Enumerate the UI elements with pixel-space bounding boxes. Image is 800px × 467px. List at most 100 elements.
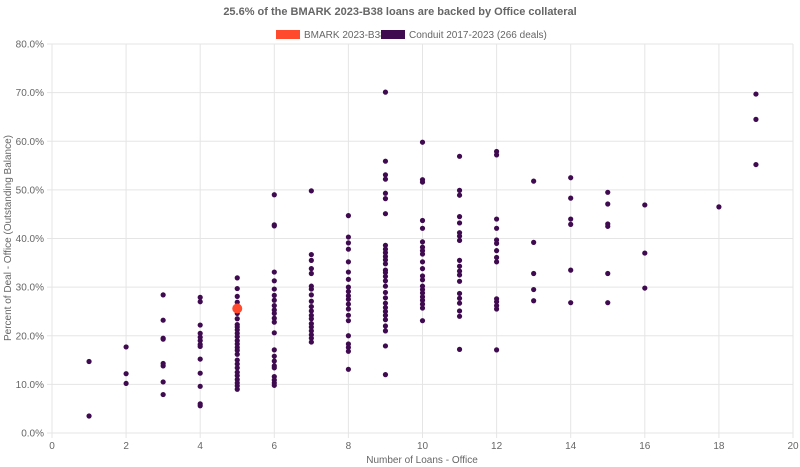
conduit-point[interactable] (531, 178, 537, 184)
conduit-point[interactable] (160, 317, 166, 323)
conduit-point[interactable] (345, 276, 351, 282)
conduit-point[interactable] (160, 391, 166, 398)
conduit-point[interactable] (419, 179, 426, 185)
conduit-point[interactable] (605, 189, 611, 195)
conduit-point[interactable] (456, 214, 463, 220)
conduit-point[interactable] (382, 261, 389, 267)
conduit-point[interactable] (271, 223, 277, 229)
conduit-point[interactable] (234, 357, 240, 363)
conduit-point[interactable] (531, 270, 537, 277)
conduit-point[interactable] (456, 237, 463, 244)
conduit-point[interactable] (642, 285, 648, 291)
conduit-point[interactable] (456, 290, 463, 297)
conduit-point[interactable] (345, 213, 351, 219)
conduit-point[interactable] (308, 188, 314, 194)
conduit-point[interactable] (234, 334, 240, 340)
conduit-point[interactable] (271, 269, 277, 275)
conduit-point[interactable] (234, 386, 240, 392)
conduit-point[interactable] (308, 251, 314, 258)
conduit-point[interactable] (308, 266, 314, 272)
conduit-point[interactable] (456, 257, 463, 263)
conduit-point[interactable] (271, 365, 277, 371)
conduit-point[interactable] (308, 339, 314, 345)
conduit-point[interactable] (716, 204, 722, 210)
conduit-point[interactable] (382, 328, 389, 334)
conduit-point[interactable] (456, 187, 463, 193)
conduit-point[interactable] (308, 316, 314, 322)
conduit-point[interactable] (86, 413, 92, 419)
conduit-point[interactable] (234, 351, 240, 357)
conduit-point[interactable] (531, 239, 537, 245)
conduit-point[interactable] (234, 347, 240, 353)
conduit-point[interactable] (494, 152, 500, 158)
conduit-point[interactable] (345, 301, 351, 307)
conduit-point[interactable] (308, 257, 314, 263)
conduit-point[interactable] (531, 298, 537, 304)
conduit-point[interactable] (456, 346, 463, 352)
conduit-point[interactable] (345, 306, 351, 312)
conduit-point[interactable] (271, 315, 277, 321)
conduit-point[interactable] (308, 270, 314, 277)
conduit-point[interactable] (197, 343, 203, 350)
conduit-point[interactable] (419, 217, 426, 224)
conduit-point[interactable] (419, 305, 426, 311)
conduit-point[interactable] (197, 403, 203, 409)
conduit-point[interactable] (345, 288, 351, 295)
conduit-point[interactable] (160, 292, 166, 298)
conduit-point[interactable] (605, 223, 611, 229)
conduit-point[interactable] (382, 89, 389, 95)
conduit-point[interactable] (197, 294, 203, 300)
conduit-point[interactable] (234, 299, 240, 305)
conduit-point[interactable] (160, 363, 166, 369)
conduit-point[interactable] (197, 330, 203, 336)
conduit-point[interactable] (419, 259, 426, 265)
conduit-point[interactable] (308, 308, 314, 314)
conduit-point[interactable] (271, 286, 277, 292)
conduit-point[interactable] (308, 286, 314, 292)
conduit-point[interactable] (345, 333, 351, 339)
conduit-point[interactable] (86, 358, 92, 365)
conduit-point[interactable] (123, 371, 129, 377)
conduit-point[interactable] (382, 176, 389, 182)
conduit-point[interactable] (419, 318, 426, 324)
conduit-point[interactable] (271, 310, 277, 316)
conduit-point[interactable] (382, 283, 389, 289)
conduit-point[interactable] (234, 316, 240, 322)
bmark-point[interactable] (232, 303, 243, 314)
conduit-point[interactable] (234, 365, 240, 371)
conduit-point[interactable] (345, 366, 351, 372)
conduit-point[interactable] (494, 216, 500, 222)
conduit-point[interactable] (382, 323, 389, 329)
conduit-point[interactable] (345, 284, 351, 290)
conduit-point[interactable] (531, 286, 537, 293)
conduit-point[interactable] (234, 373, 240, 379)
conduit-point[interactable] (456, 313, 463, 319)
conduit-point[interactable] (197, 370, 203, 376)
conduit-point[interactable] (419, 225, 426, 231)
legend-item-bmark[interactable]: BMARK 2023-B38 (276, 30, 386, 41)
conduit-point[interactable] (568, 300, 574, 306)
conduit-point[interactable] (382, 343, 389, 349)
conduit-point[interactable] (345, 259, 351, 265)
conduit-point[interactable] (456, 192, 463, 198)
conduit-point[interactable] (382, 172, 389, 178)
conduit-point[interactable] (382, 312, 389, 318)
conduit-point[interactable] (197, 299, 203, 305)
conduit-point[interactable] (605, 201, 611, 207)
conduit-point[interactable] (271, 382, 277, 388)
conduit-point[interactable] (271, 303, 277, 309)
conduit-point[interactable] (308, 324, 314, 330)
conduit-point[interactable] (382, 278, 389, 284)
conduit-point[interactable] (419, 139, 426, 145)
conduit-point[interactable] (456, 220, 463, 226)
conduit-point[interactable] (419, 277, 426, 283)
conduit-point[interactable] (456, 272, 463, 278)
conduit-point[interactable] (123, 380, 129, 387)
conduit-point[interactable] (568, 267, 574, 273)
conduit-point[interactable] (160, 379, 166, 385)
conduit-point[interactable] (271, 347, 277, 353)
conduit-point[interactable] (271, 353, 277, 359)
conduit-point[interactable] (345, 246, 351, 252)
conduit-point[interactable] (568, 216, 574, 222)
conduit-point[interactable] (271, 292, 277, 298)
